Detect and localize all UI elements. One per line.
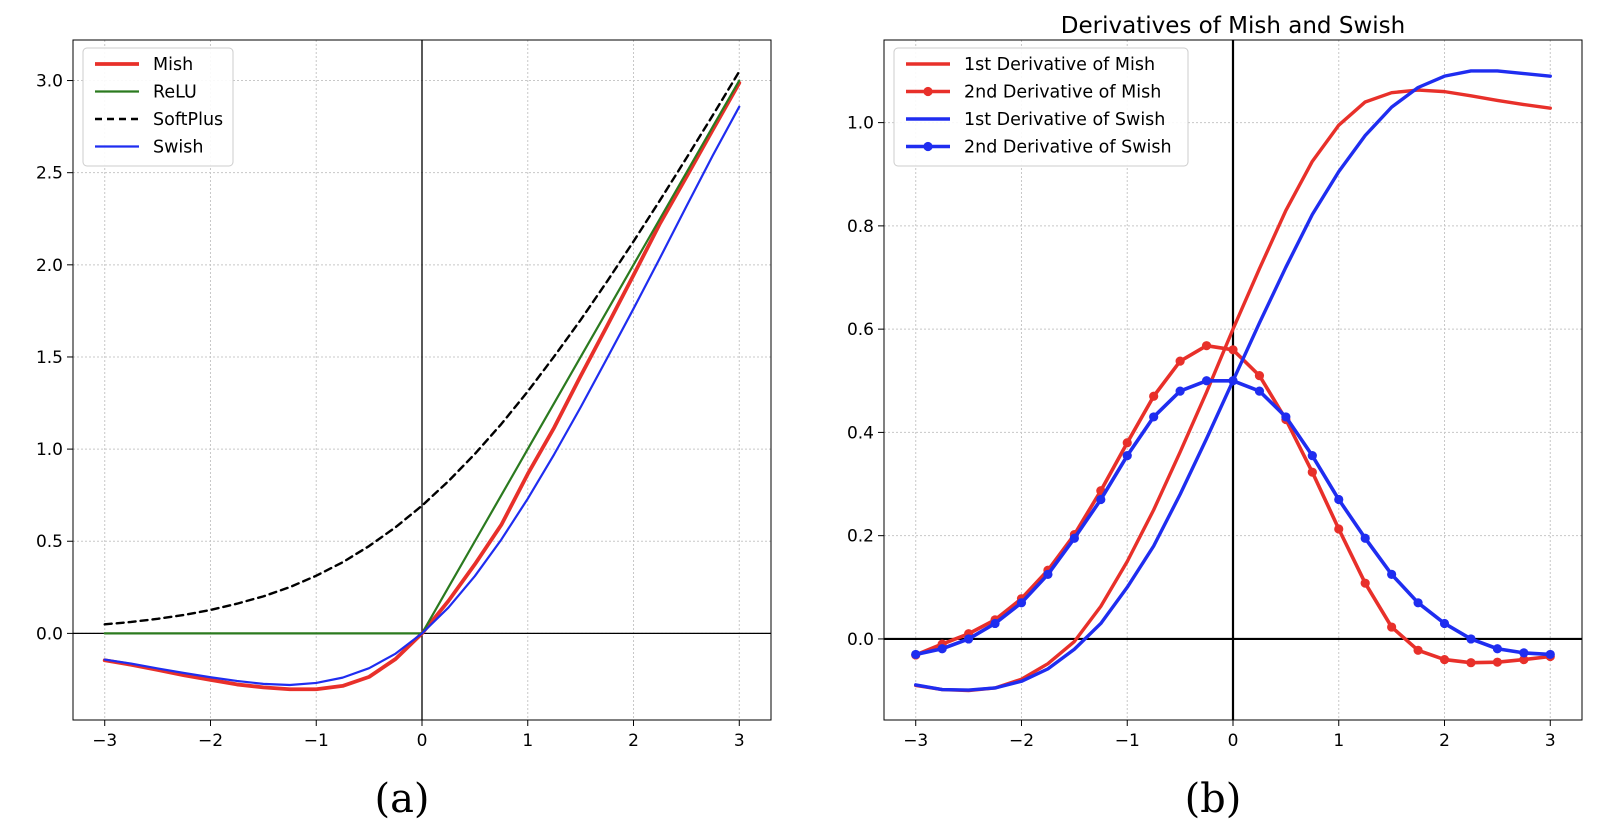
x-tick-label: −3: [903, 731, 928, 751]
series-point: [964, 634, 974, 644]
series-point: [1307, 451, 1317, 461]
series-point: [1439, 654, 1450, 665]
series-point: [1387, 622, 1397, 632]
series-layer: [911, 69, 1555, 693]
y-tick-label: 1.5: [36, 348, 63, 368]
series-point: [1439, 618, 1450, 629]
series-point: [1254, 371, 1265, 381]
y-tick-label: 3.0: [36, 72, 63, 92]
x-tick-label: 2: [628, 731, 639, 751]
y-tick-label: 1.0: [36, 440, 63, 460]
x-tick-label: −3: [92, 731, 117, 751]
series-point: [1307, 467, 1317, 477]
series-point: [1545, 649, 1555, 660]
series-line-0: [914, 88, 1552, 693]
x-tick-label: 1: [522, 731, 533, 751]
chart-panel-b: −3 −2 −1 0 1 2 3 0.0 0.2 0.4 0.6 0.8 1.0 Derivatives …: [847, 13, 1583, 822]
legend-label: 1st Derivative of Mish: [964, 55, 1155, 75]
series-point: [1122, 438, 1132, 448]
chart-title: Derivatives of Mish and Swish: [1061, 13, 1405, 39]
legend-box: [893, 47, 1189, 167]
y-tick-label: 1.0: [847, 114, 874, 134]
series-point: [1413, 645, 1423, 655]
x-tick-label: 3: [1545, 731, 1556, 751]
series-point: [1228, 376, 1238, 386]
x-tick-label: 2: [1439, 731, 1450, 751]
series-point: [1228, 345, 1238, 355]
series-point: [1334, 494, 1344, 505]
legend-swatch-marker: [923, 141, 933, 152]
series-point: [1281, 412, 1291, 422]
y-tick-label: 0.8: [847, 217, 874, 237]
series-point: [1069, 533, 1079, 543]
series-point: [1201, 341, 1212, 351]
series-point: [1466, 658, 1476, 668]
series-point: [1043, 569, 1053, 579]
series-line-2: [103, 70, 741, 626]
series-layer: [102, 70, 742, 692]
legend: Mish ReLU SoftPlus Swish: [82, 47, 234, 167]
y-tick-label: 0.0: [36, 624, 63, 644]
legend-label: 2nd Derivative of Mish: [964, 83, 1161, 103]
legend-label: ReLU: [153, 83, 197, 103]
series-point: [1096, 494, 1106, 505]
legend-swatch-marker: [923, 86, 933, 97]
series-point: [1519, 648, 1529, 658]
y-tick-label: 2.5: [36, 164, 63, 184]
series-point: [1334, 524, 1344, 534]
x-tick-label: 3: [734, 731, 745, 751]
y-tick-label: 0.5: [36, 532, 63, 552]
series-point: [1149, 412, 1159, 422]
series-point: [990, 618, 1000, 629]
series-point: [1387, 569, 1397, 579]
series-point: [1492, 657, 1502, 667]
series-point: [1149, 391, 1159, 401]
legend-label: 1st Derivative of Swish: [964, 110, 1165, 130]
series-point: [937, 644, 947, 654]
series-point: [1360, 578, 1370, 588]
x-tick-label: −2: [1009, 731, 1034, 751]
y-tick-label: 0.0: [847, 630, 874, 650]
x-tick-label: 1: [1333, 731, 1344, 751]
series-point: [1201, 376, 1212, 386]
series-point: [1122, 451, 1132, 461]
y-tick-label: 2.0: [36, 256, 63, 276]
chart-panel-a: −3 −2 −1 0 1 2 3 0.0 0.5 1.0 1.5 2.0 2.5 3.0 Mish ReLU S…: [36, 39, 772, 822]
series-point: [911, 649, 921, 660]
series-point: [1466, 634, 1476, 644]
legend: 1st Derivative of Mish 2nd Derivative of …: [893, 47, 1189, 167]
y-tick-label: 0.2: [847, 527, 874, 547]
x-tick-label: 0: [1228, 731, 1239, 751]
series-line-3: [103, 105, 741, 687]
legend-label: 2nd Derivative of Swish: [964, 138, 1172, 158]
series-point: [1492, 644, 1502, 654]
series-point: [1175, 386, 1185, 396]
series-point: [1360, 533, 1370, 543]
y-tick-label: 0.6: [847, 320, 874, 340]
legend-label: SoftPlus: [153, 110, 223, 130]
panel-caption: (b): [1185, 776, 1242, 822]
legend-box: [82, 47, 234, 167]
legend-label: Swish: [153, 138, 204, 158]
series-point: [1413, 598, 1423, 608]
x-tick-label: −1: [304, 731, 329, 751]
y-tick-label: 0.4: [847, 423, 874, 443]
series-point: [1016, 598, 1027, 608]
series-point: [1519, 654, 1529, 665]
legend-label: Mish: [153, 55, 193, 75]
panel-caption: (a): [374, 776, 429, 822]
x-tick-label: −2: [198, 731, 223, 751]
x-tick-label: 0: [417, 731, 428, 751]
x-tick-label: −1: [1115, 731, 1140, 751]
series-point: [1175, 356, 1185, 366]
series-point: [1254, 386, 1265, 396]
